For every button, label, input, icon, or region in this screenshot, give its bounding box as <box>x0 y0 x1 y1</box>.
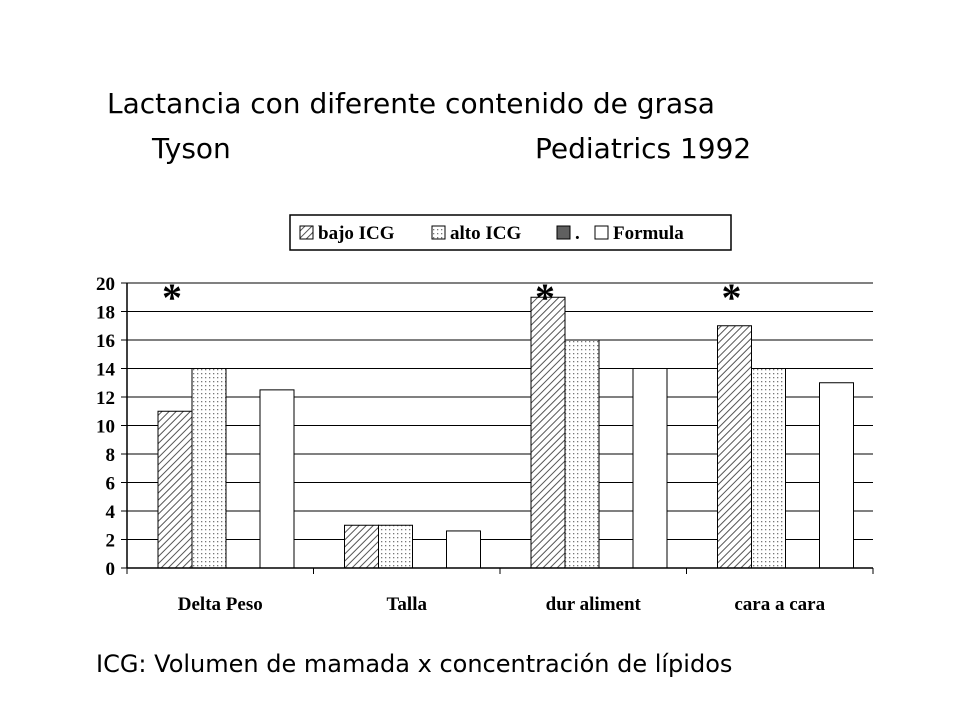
y-tick-label: 8 <box>106 445 116 466</box>
x-tick-label: cara a cara <box>734 594 825 615</box>
chart-subtitle: Tyson <box>151 132 231 165</box>
legend-box <box>289 214 732 251</box>
legend-swatch <box>431 225 446 240</box>
annotation: * <box>535 275 555 320</box>
y-tick-label: 0 <box>106 559 116 580</box>
y-tick-label: 10 <box>96 417 115 438</box>
legend-swatch <box>299 225 314 240</box>
bar <box>717 325 752 569</box>
footnote: ICG: Volumen de mamada x concentración d… <box>96 650 732 678</box>
y-tick-label: 14 <box>96 360 116 381</box>
annotation: * <box>722 275 742 320</box>
chart-title: Lactancia con diferente contenido de gra… <box>107 87 715 120</box>
y-tick-label: 12 <box>96 388 115 409</box>
bar <box>564 339 600 569</box>
annotation: * <box>162 275 182 320</box>
bar <box>632 368 668 569</box>
y-tick-label: 16 <box>96 331 115 352</box>
bar <box>344 524 379 569</box>
legend-label: bajo ICG <box>318 223 395 244</box>
y-tick-label: 20 <box>96 274 115 295</box>
legend-swatch <box>594 225 609 240</box>
x-tick-label: Delta Peso <box>178 594 263 615</box>
bar <box>157 410 193 569</box>
bar <box>751 368 786 569</box>
bar <box>378 524 413 569</box>
chart-subtitle: Pediatrics 1992 <box>535 132 751 165</box>
bar <box>259 389 295 569</box>
bar <box>819 382 854 569</box>
legend-label: . <box>575 223 580 244</box>
y-tick-label: 6 <box>106 474 116 495</box>
y-tick-label: 18 <box>96 303 115 324</box>
legend-label: alto ICG <box>450 223 521 244</box>
legend-swatch <box>556 225 571 240</box>
y-tick-label: 2 <box>106 531 116 552</box>
x-tick-label: Talla <box>387 594 428 615</box>
legend-label: Formula <box>613 223 684 244</box>
x-tick-label: dur aliment <box>546 594 642 615</box>
bar <box>530 296 566 569</box>
bar <box>191 368 227 569</box>
bar <box>446 530 481 569</box>
y-tick-label: 4 <box>106 502 116 523</box>
